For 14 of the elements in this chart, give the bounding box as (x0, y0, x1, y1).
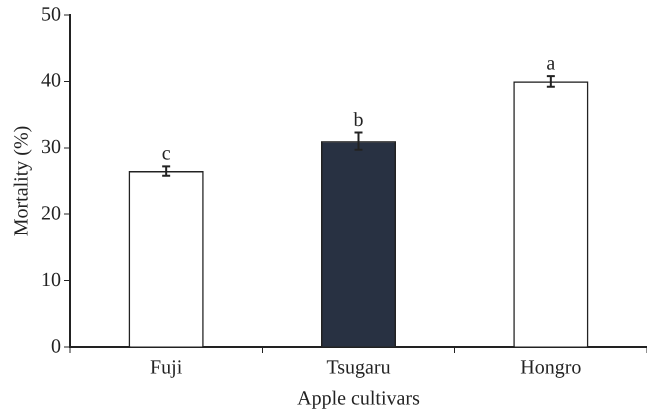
y-tick-label: 50 (41, 3, 61, 26)
y-tick-label: 40 (41, 70, 61, 92)
x-tick-label: Hongro (520, 356, 582, 378)
y-tick-label: 20 (41, 202, 61, 224)
annotation: c (162, 142, 171, 165)
y-tick-label: 30 (41, 136, 61, 158)
annotation: b (354, 108, 364, 131)
y-tick-label: 10 (41, 268, 61, 291)
annotation: a (546, 52, 556, 74)
x-axis-title: Apple cultivars (297, 387, 420, 410)
y-tick-label: 0 (51, 335, 61, 358)
x-tick-label: Tsugaru (326, 356, 391, 378)
y-axis-title: Mortality (%) (10, 126, 32, 236)
x-tick-label: Fuji (150, 356, 183, 378)
